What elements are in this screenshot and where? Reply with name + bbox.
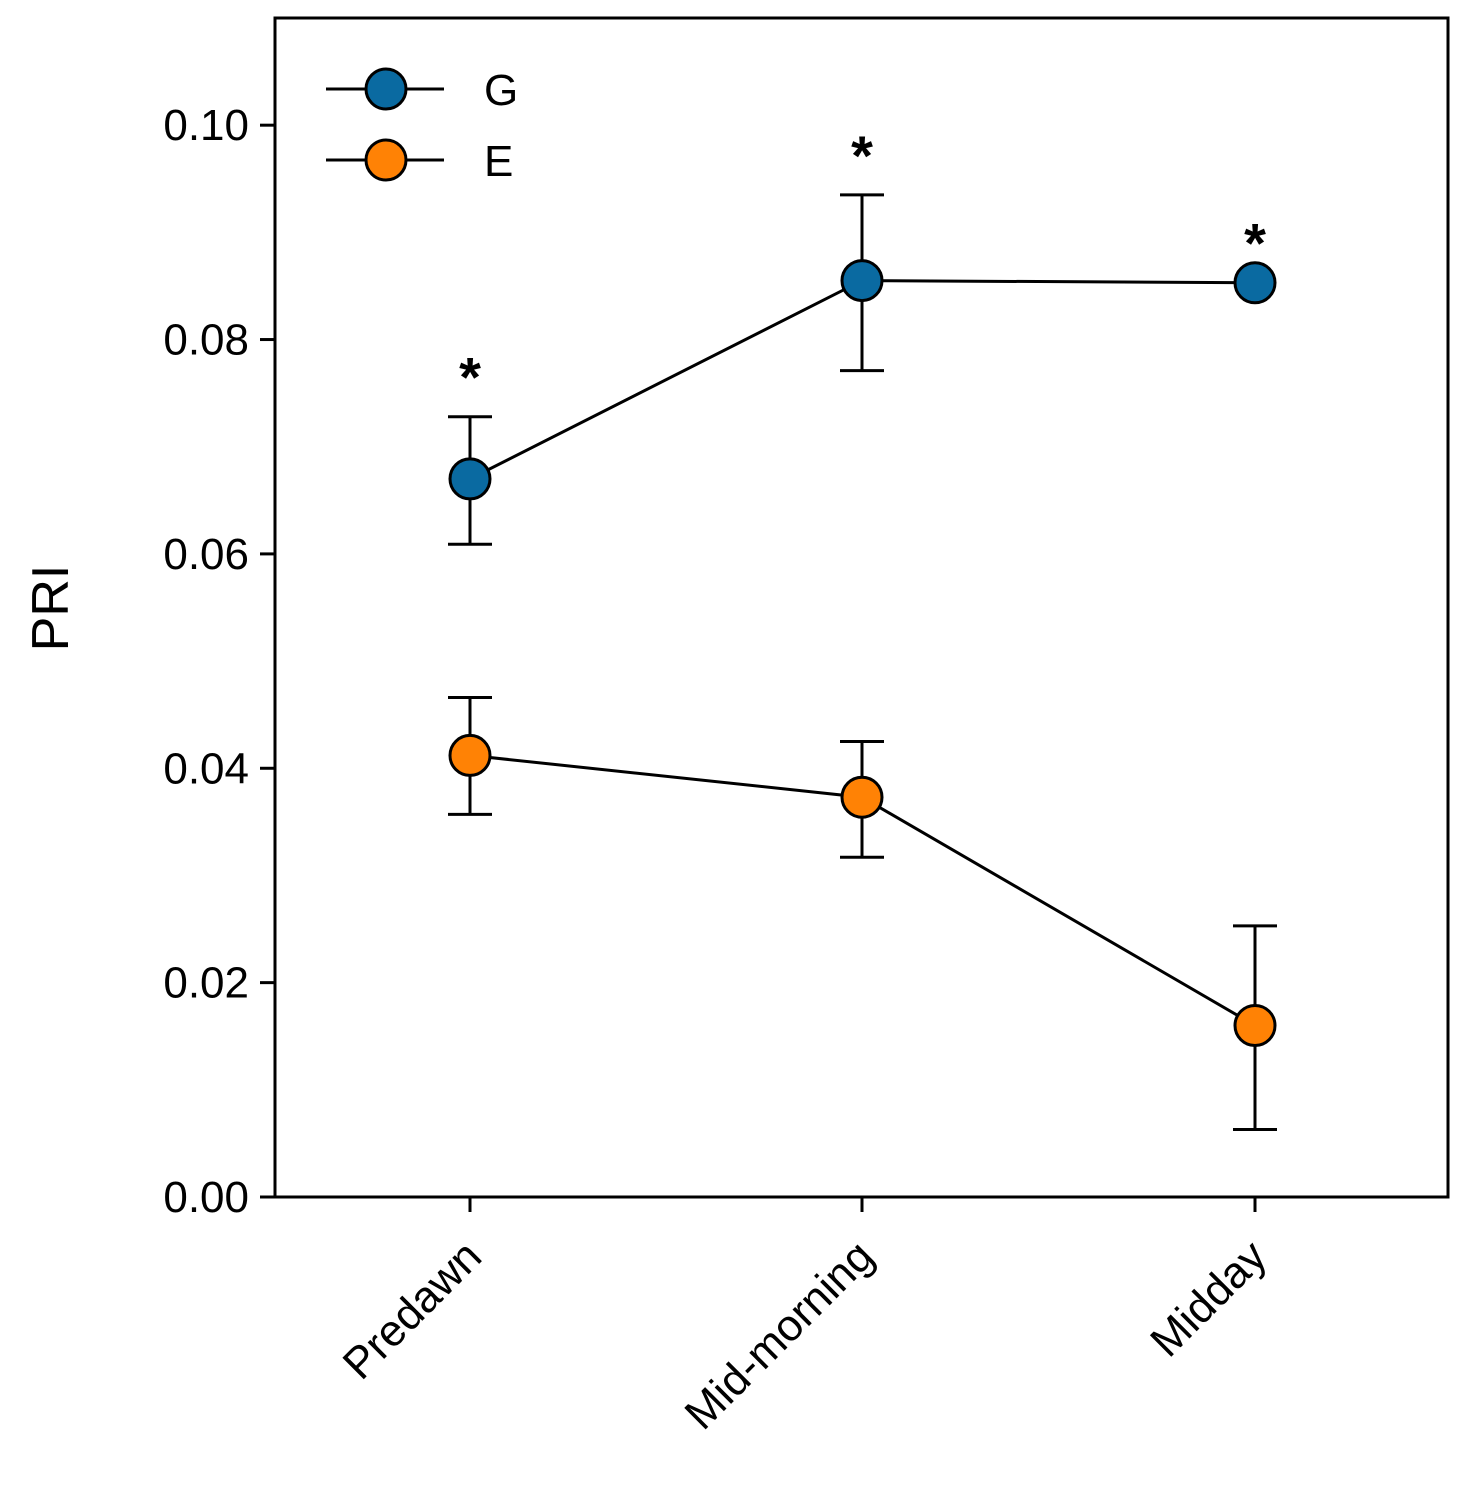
y-axis-label: PRI xyxy=(22,565,80,652)
x-tick-label: Predawn xyxy=(334,1231,491,1388)
legend-item-E: E xyxy=(326,137,513,186)
legend: GE xyxy=(326,66,518,186)
series-layer: * * * xyxy=(448,124,1277,1131)
x-tick-label: Mid-morning xyxy=(676,1231,884,1439)
y-tick-label: 0.00 xyxy=(163,1173,249,1222)
legend-item-G: G xyxy=(326,66,518,115)
series-G: * * * xyxy=(448,124,1277,546)
data-point xyxy=(1233,1004,1277,1048)
significance-marker: * xyxy=(459,346,481,409)
y-tick-label: 0.04 xyxy=(163,744,249,793)
significance-marker: * xyxy=(1244,212,1266,275)
x-axis: Predawn Mid-morning Midday xyxy=(334,1197,1276,1439)
data-point xyxy=(1233,261,1277,305)
x-tick-label: Midday xyxy=(1141,1231,1276,1366)
data-point xyxy=(448,733,492,777)
legend-label: G xyxy=(484,66,518,115)
significance-marker: * xyxy=(851,124,873,187)
legend-label: E xyxy=(484,137,513,186)
y-tick-label: 0.10 xyxy=(163,101,249,150)
series-E xyxy=(448,696,1277,1131)
y-tick-label: 0.08 xyxy=(163,316,249,365)
legend-marker xyxy=(364,138,408,182)
y-tick-label: 0.02 xyxy=(163,959,249,1008)
legend-marker xyxy=(364,67,408,111)
data-point xyxy=(840,775,884,819)
data-point xyxy=(840,259,884,303)
y-axis: 0.00 0.02 0.04 0.06 0.08 0.10 xyxy=(163,101,275,1222)
data-point xyxy=(448,457,492,501)
y-tick-label: 0.06 xyxy=(163,530,249,579)
